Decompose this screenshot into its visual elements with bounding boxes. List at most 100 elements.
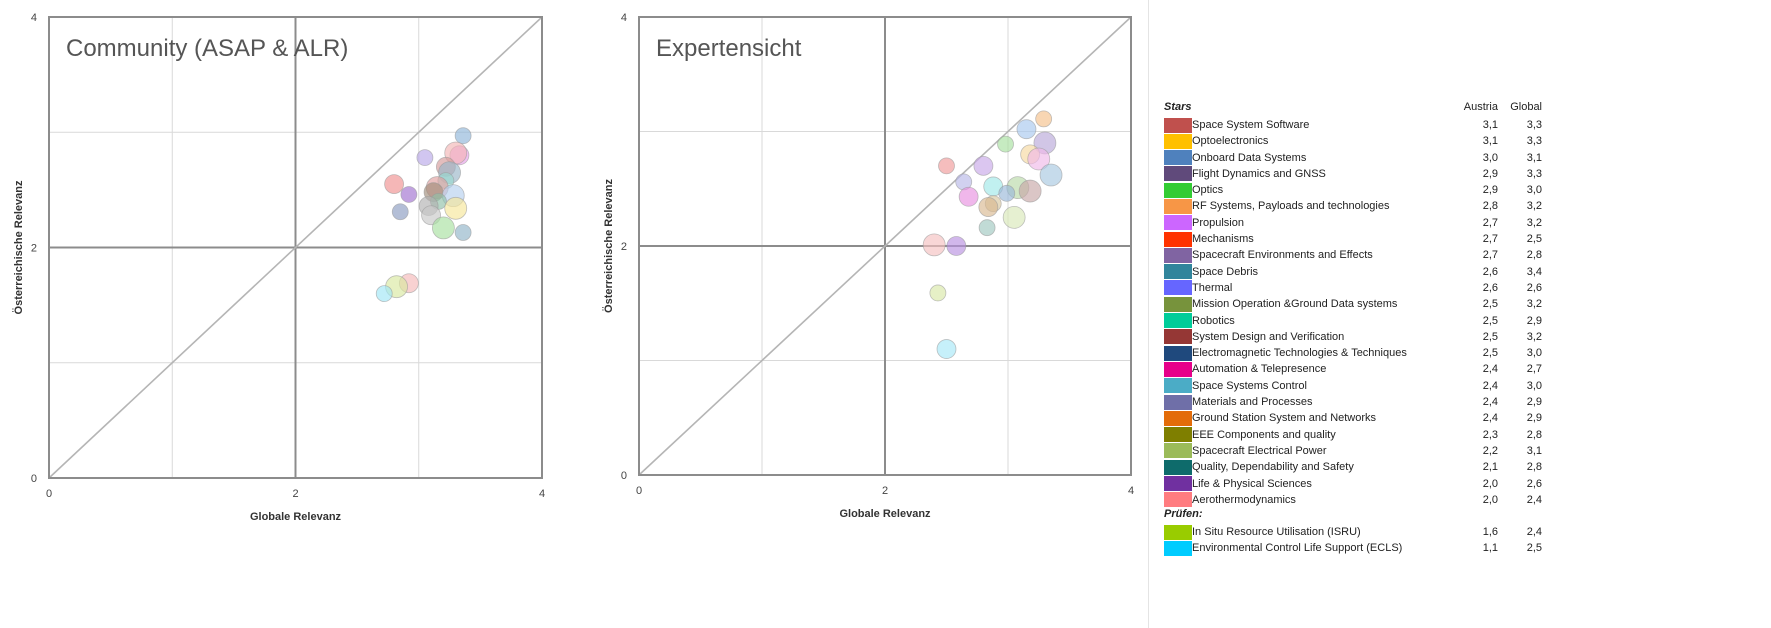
y-axis-title: Österreichische Relevanz [12,180,25,314]
legend-label: Aerothermodynamics [1192,493,1296,506]
bubble-series [375,127,472,303]
legend-value-austria: 2,4 [1482,396,1498,409]
legend-swatch [1164,280,1192,296]
legend-row: Thermal 2,6 2,6 [1164,280,1764,296]
legend-value-global: 2,8 [1526,249,1542,262]
legend-swatch [1164,394,1192,410]
data-bubble [1027,147,1051,171]
legend-label: Mission Operation &Ground Data systems [1192,298,1398,311]
legend-value-austria: 2,5 [1482,330,1498,343]
x-tick-label: 2 [882,485,888,497]
y-tick-label: 2 [31,243,37,255]
data-bubble [936,339,957,359]
legend-label: EEE Components and quality [1192,428,1336,441]
legend-swatch [1164,459,1192,475]
legend-value-austria: 2,5 [1482,298,1498,311]
legend-label: Spacecraft Environments and Effects [1192,249,1373,262]
legend-value-global: 2,7 [1526,363,1542,376]
legend-swatch [1164,150,1192,166]
legend-swatch [1164,427,1192,443]
data-bubble [454,127,472,145]
legend-row: Flight Dynamics and GNSS 2,9 3,3 [1164,166,1764,182]
data-bubble [431,216,455,240]
legend-label: Thermal [1192,281,1233,294]
legend-value-global: 2,8 [1526,461,1542,474]
bubble-series [922,110,1063,359]
legend-value-austria: 2,7 [1482,216,1498,229]
y-tick-label: 0 [31,473,37,485]
legend-value-austria: 2,1 [1482,461,1498,474]
legend-row: Propulsion 2,7 3,2 [1164,215,1764,231]
legend-value-austria: 1,1 [1482,542,1498,555]
legend-section-title: Stars [1164,101,1192,113]
legend-value-austria: 2,3 [1482,428,1498,441]
data-bubble [978,219,996,237]
legend-row: Robotics 2,5 2,9 [1164,313,1764,329]
plot-frame [48,16,543,479]
panel-divider [1148,0,1149,628]
legend-value-austria: 1,6 [1482,526,1498,539]
legend-section-header: Prüfen: [1164,508,1764,524]
legend-label: Life & Physical Sciences [1192,477,1312,490]
legend-swatch [1164,378,1192,394]
y-tick-label: 2 [621,241,627,253]
legend-row: Materials and Processes 2,4 2,9 [1164,394,1764,410]
legend-row: Space Systems Control 2,4 3,0 [1164,378,1764,394]
legend-row: Aerothermodynamics 2,0 2,4 [1164,492,1764,508]
y-axis-title: Österreichische Relevanz [602,179,615,313]
legend-value-austria: 2,4 [1482,379,1498,392]
data-bubble [1035,110,1053,128]
legend-swatch [1164,296,1192,312]
chart-expertensicht: Expertensicht 0 2 4 0 2 4 Globale Relevanz Ö… [602,12,1134,520]
data-bubble [973,155,994,176]
legend-value-austria: 2,7 [1482,249,1498,262]
chart-title: Community (ASAP & ALR) [66,35,348,62]
legend-row: Space System Software 3,1 3,3 [1164,117,1764,133]
legend-section-title: Prüfen: [1164,508,1203,521]
legend-value-global: 2,5 [1526,233,1542,246]
legend-label: Optoelectronics [1192,135,1269,148]
legend-swatch [1164,215,1192,231]
legend-swatch [1164,540,1192,556]
x-tick-label: 4 [539,488,545,500]
data-bubble [922,233,946,257]
x-axis-title: Globale Relevanz [250,511,342,523]
legend-value-global: 3,3 [1526,167,1542,180]
legend-row: RF Systems, Payloads and technologies 2,8… [1164,198,1764,214]
legend-value-austria: 2,8 [1482,200,1498,213]
legend-value-global: 2,5 [1526,542,1542,555]
legend-value-austria: 2,0 [1482,493,1498,506]
legend-label: Robotics [1192,314,1235,327]
data-bubble [1016,119,1037,140]
legend-col-global: Global [1510,101,1542,113]
legend-value-austria: 3,1 [1482,135,1498,148]
legend-value-austria: 2,4 [1482,363,1498,376]
data-bubble [444,196,468,220]
legend-value-austria: 2,6 [1482,265,1498,278]
legend-swatch [1164,198,1192,214]
data-bubble [978,197,999,217]
legend-value-global: 2,9 [1526,314,1542,327]
legend-value-global: 3,0 [1526,347,1542,360]
legend-value-global: 3,2 [1526,216,1542,229]
legend-value-austria: 2,9 [1482,184,1498,197]
legend-label: Flight Dynamics and GNSS [1192,167,1326,180]
legend-row: Automation & Telepresence 2,4 2,7 [1164,361,1764,377]
x-axis-title: Globale Relevanz [839,508,931,520]
legend-swatch [1164,492,1192,508]
legend-swatch [1164,231,1192,247]
legend-section-header: Stars Austria Global [1164,101,1764,117]
legend-label: Mechanisms [1192,233,1254,246]
data-bubble [998,184,1016,202]
legend-swatch [1164,329,1192,345]
legend-value-global: 3,0 [1526,379,1542,392]
y-tick-labels: 0 2 4 [31,12,37,485]
legend-label: Electromagnetic Technologies & Technique… [1192,347,1407,360]
diagonal-line [638,16,1132,476]
legend-label: Space Debris [1192,265,1259,278]
y-tick-label: 4 [621,12,627,24]
legend-swatch [1164,476,1192,492]
legend-value-global: 3,2 [1526,330,1542,343]
y-tick-label: 0 [621,470,627,482]
legend-table: Stars Austria Global Space System Software 3… [1164,101,1764,557]
